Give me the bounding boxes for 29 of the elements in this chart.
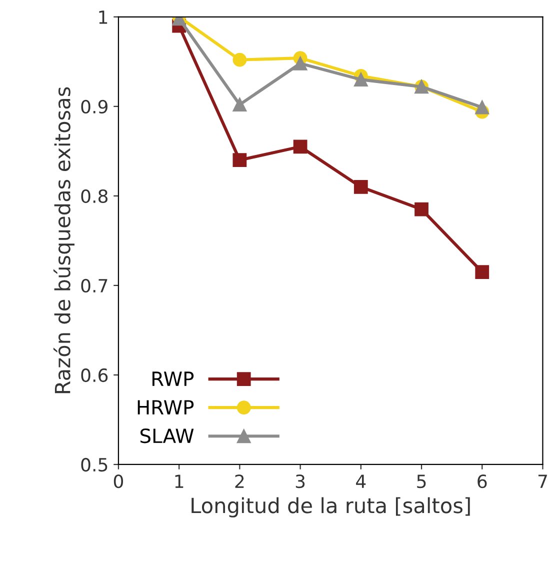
point: [232, 98, 247, 112]
legend-label: HRWP: [138, 400, 194, 414]
point: [293, 56, 308, 70]
legend-label: SLAW: [140, 428, 194, 444]
x-axis-title: Longitud de la ruta [saltos]: [192, 497, 470, 518]
point: [293, 140, 308, 154]
x-tick-label: 1: [175, 474, 184, 488]
y-tick-label: 0.6: [81, 368, 108, 382]
point: [475, 265, 490, 279]
point: [475, 100, 490, 114]
x-tick-label: 4: [356, 474, 366, 488]
x-tick-label: 6: [478, 474, 487, 488]
y-tick-label: 0.5: [81, 458, 108, 472]
x-tick-label: 0: [114, 474, 124, 488]
x-tick-label: 5: [417, 474, 426, 488]
point: [414, 202, 428, 216]
point: [232, 52, 247, 67]
x-tick-label: 2: [235, 474, 244, 488]
y-tick-label: 0.7: [81, 278, 108, 293]
point: [354, 72, 368, 86]
y-axis-title: Razón de búsquedas exitosas: [53, 87, 74, 394]
y-tick-label: 0.8: [81, 189, 108, 204]
legend-label: RWP: [152, 372, 194, 386]
y-tick-label: 1: [99, 10, 108, 24]
x-tick-label: 3: [296, 474, 305, 488]
point: [232, 153, 247, 168]
y-tick-label: 0.9: [81, 100, 108, 114]
x-tick-label: 7: [538, 474, 547, 488]
point: [354, 180, 368, 194]
